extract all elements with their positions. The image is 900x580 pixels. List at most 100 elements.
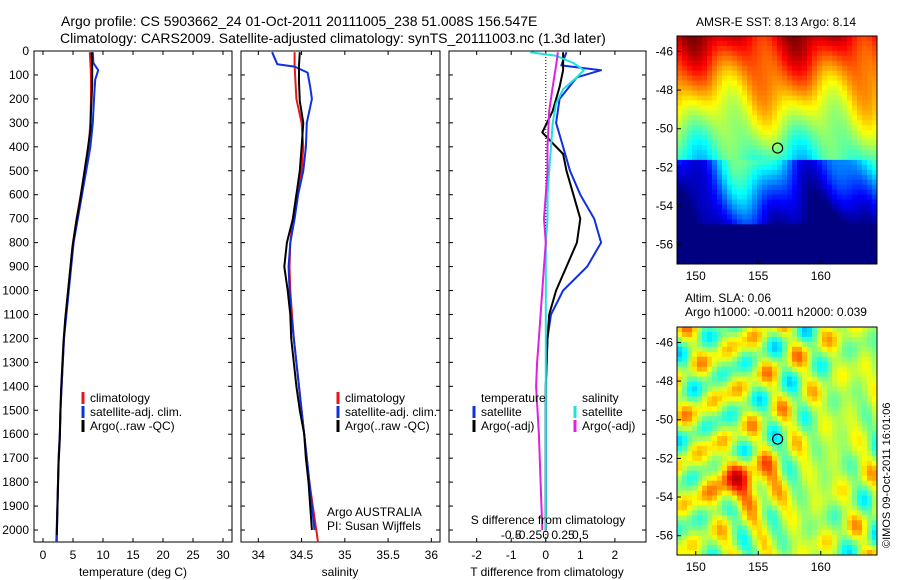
map-cell: [687, 194, 693, 200]
map-cell: [797, 480, 803, 487]
map-cell: [727, 366, 733, 373]
map-cell: [802, 460, 808, 467]
map-cell: [712, 115, 718, 121]
map-cell: [687, 431, 693, 437]
map-cell: [752, 204, 758, 210]
map-cell: [832, 50, 838, 57]
map-cell: [862, 366, 868, 373]
map-cell: [862, 450, 868, 457]
map-cell: [687, 366, 693, 373]
map-cell: [717, 130, 723, 136]
map-cell: [707, 60, 713, 67]
map-cell: [847, 189, 853, 196]
map-cell: [827, 351, 833, 358]
map-cell: [747, 391, 753, 397]
map-cell: [697, 209, 703, 215]
map-cell: [767, 361, 773, 368]
map-cell: [847, 545, 853, 551]
map-cell: [832, 505, 838, 511]
map-cell: [722, 184, 728, 191]
map-cell: [782, 445, 788, 452]
map-cell: [847, 214, 853, 220]
map-cell: [737, 259, 743, 265]
map-cell: [712, 105, 718, 111]
map-cell: [857, 510, 863, 516]
map-cell: [777, 495, 783, 501]
map-cell: [797, 40, 803, 47]
map-cell: [697, 361, 703, 368]
map-cell: [862, 159, 868, 166]
map-cell: [827, 174, 833, 181]
map-cell: [692, 164, 698, 171]
map-cell: [802, 455, 808, 462]
map-cell: [702, 130, 708, 136]
map-cell: [797, 60, 803, 67]
map-cell: [732, 331, 738, 338]
map-cell: [802, 431, 808, 437]
map-cell: [707, 45, 713, 52]
map-cell: [857, 234, 863, 240]
map-cell: [737, 184, 743, 191]
map-cell: [832, 495, 838, 501]
map-cell: [747, 535, 753, 541]
map-cell: [767, 510, 773, 516]
map-cell: [737, 371, 743, 377]
map-cell: [742, 485, 748, 491]
map-cell: [692, 219, 698, 225]
map-cell: [792, 327, 798, 333]
map-cell: [752, 150, 758, 156]
map-cell: [692, 135, 698, 141]
map-cell: [842, 100, 848, 106]
map-cell: [717, 145, 723, 151]
map-cell: [767, 55, 773, 62]
map-cell: [852, 214, 858, 220]
map-cell: [817, 234, 823, 240]
map-cell: [727, 386, 733, 392]
map-cell: [712, 194, 718, 200]
map-cell: [712, 421, 718, 427]
legend-sal-satellite-label: satellite: [582, 405, 623, 419]
map-cell: [842, 184, 848, 191]
map-cell: [752, 361, 758, 368]
map-cell: [757, 130, 763, 136]
x-tick-label: 0: [40, 548, 47, 562]
map-cell: [742, 224, 748, 230]
map-cell: [832, 520, 838, 526]
map-cell: [737, 105, 743, 111]
map-cell: [817, 455, 823, 462]
map-cell: [852, 229, 858, 235]
map-cell: [697, 199, 703, 205]
map-cell: [827, 140, 833, 146]
map-cell: [702, 495, 708, 501]
map-cell: [807, 214, 813, 220]
map-cell: [747, 540, 753, 546]
map-cell: [827, 331, 833, 338]
map-cell: [712, 150, 718, 156]
map-cell: [807, 436, 813, 442]
map-cell: [807, 401, 813, 407]
map-cell: [787, 85, 793, 91]
map-cell: [727, 60, 733, 67]
map-cell: [677, 135, 683, 141]
map-cell: [697, 65, 703, 72]
map-cell: [787, 327, 793, 333]
map-cell: [837, 254, 843, 260]
map-cell: [767, 85, 773, 91]
map-cell: [872, 65, 878, 72]
map-cell: [757, 179, 763, 186]
map-cell: [722, 391, 728, 397]
map-cell: [857, 336, 863, 343]
map-cell: [792, 485, 798, 491]
map-cell: [857, 525, 863, 531]
map-cell: [817, 470, 823, 477]
map-cell: [852, 346, 858, 353]
map-cell: [802, 550, 808, 556]
map-cell: [727, 249, 733, 255]
map-cell: [697, 416, 703, 422]
map-cell: [827, 65, 833, 72]
map-cell: [722, 209, 728, 215]
map-cell: [707, 386, 713, 392]
map-cell: [792, 356, 798, 363]
map-cell: [717, 189, 723, 196]
map-cell: [812, 229, 818, 235]
